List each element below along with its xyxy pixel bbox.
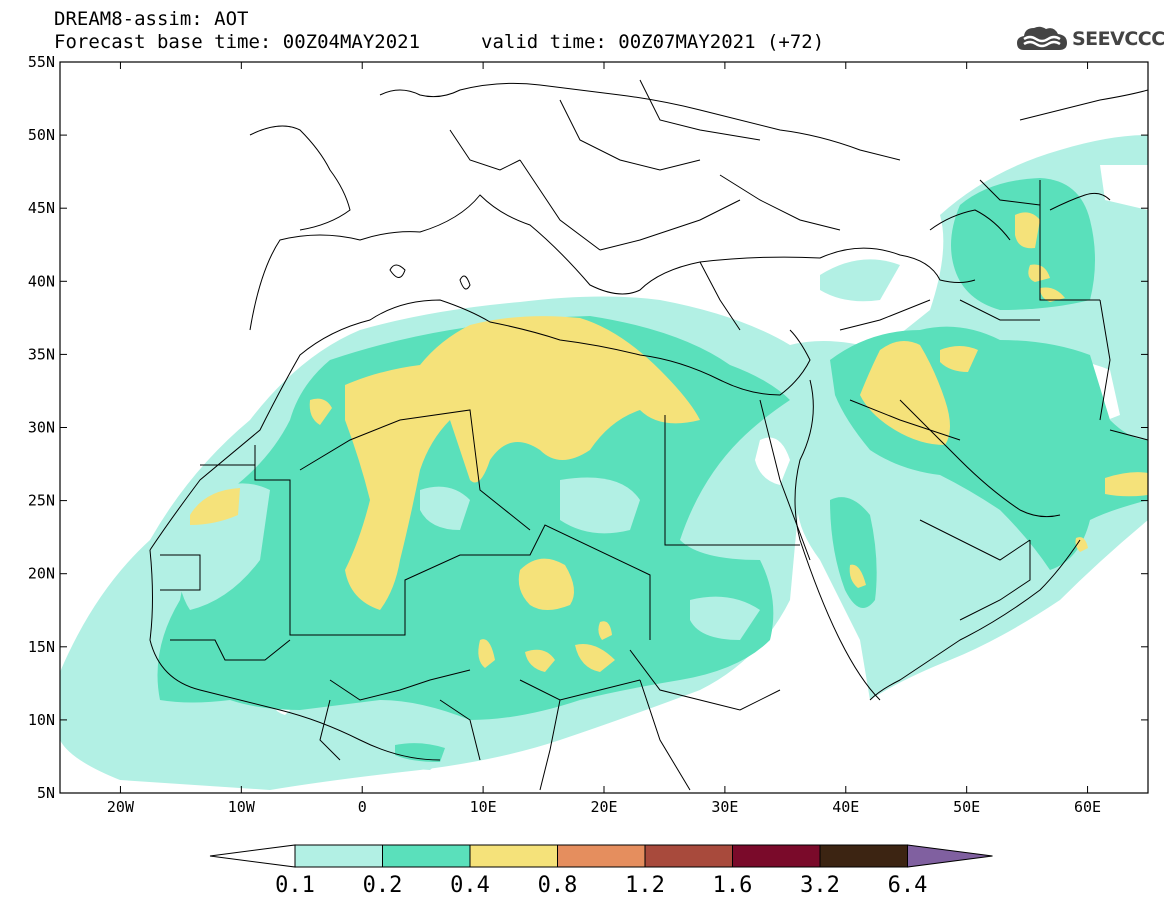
colorbar-box [382, 844, 471, 868]
lon-tick-label: 30E [711, 798, 738, 816]
colorbar-box [469, 844, 558, 868]
colorbar-boxes [209, 844, 993, 868]
colorbar-label: 1.2 [625, 873, 665, 898]
map-title: DREAM8-assim: AOT [54, 8, 249, 30]
lat-tick-label: 10N [28, 711, 55, 729]
lat-tick-label: 45N [28, 199, 55, 217]
aot-map: 20W 10W 0 10E 20E 30E 40E 50E 60E 55N 50N 45N 40N 35N… [28, 53, 1149, 816]
colorbar-right-arrow [907, 844, 993, 868]
cloud-icon [1017, 26, 1067, 50]
aot-contours [60, 79, 1148, 791]
logo-text: SEEVCCC [1072, 28, 1165, 50]
lon-tick-label: 10E [470, 798, 497, 816]
lon-tick-label: 10W [228, 798, 256, 816]
axis-tick-labels: 20W 10W 0 10E 20E 30E 40E 50E 60E 55N 50N 45N 40N 35N… [28, 53, 1101, 816]
colorbar-label: 3.2 [800, 873, 840, 898]
colorbar-box [294, 844, 383, 868]
colorbar-box [819, 844, 908, 868]
colorbar-left-arrow [209, 844, 296, 868]
colorbar-box [644, 844, 733, 868]
lat-tick-label: 35N [28, 345, 55, 363]
lon-tick-label: 50E [953, 798, 980, 816]
lat-tick-label: 15N [28, 638, 55, 656]
colorbar-labels: 0.1 0.2 0.4 0.8 1.2 1.6 3.2 6.4 [275, 873, 927, 898]
lat-tick-label: 40N [28, 272, 55, 290]
colorbar-label: 0.8 [538, 873, 578, 898]
lon-tick-label: 20W [107, 798, 135, 816]
lat-tick-label: 5N [37, 784, 55, 802]
lat-tick-label: 20N [28, 565, 55, 583]
forecast-base-time: Forecast base time: 00Z04MAY2021 [54, 31, 421, 53]
colorbar-box [557, 844, 646, 868]
colorbar-label: 1.6 [713, 873, 753, 898]
lon-tick-label: 60E [1074, 798, 1101, 816]
colorbar-label: 6.4 [888, 873, 928, 898]
coastlines-and-borders [149, 79, 1148, 791]
lon-tick-label: 40E [832, 798, 859, 816]
lon-tick-label: 0 [358, 798, 367, 816]
colorbar-label: 0.4 [450, 873, 490, 898]
lat-tick-label: 50N [28, 126, 55, 144]
seevccc-logo: SEEVCCC [1016, 24, 1165, 54]
lat-tick-label: 30N [28, 419, 55, 437]
lat-tick-label: 55N [28, 53, 55, 71]
axis-ticks [60, 61, 1148, 794]
colorbar-label: 0.2 [363, 873, 403, 898]
valid-time: valid time: 00Z07MAY2021 (+72) [481, 31, 825, 53]
aot-level-0.4 [190, 212, 1148, 672]
colorbar: 0.1 0.2 0.4 0.8 1.2 1.6 3.2 6.4 [209, 844, 993, 898]
colorbar-box [732, 844, 821, 868]
lat-tick-label: 25N [28, 492, 55, 510]
lon-tick-label: 20E [590, 798, 617, 816]
colorbar-label: 0.1 [275, 873, 315, 898]
